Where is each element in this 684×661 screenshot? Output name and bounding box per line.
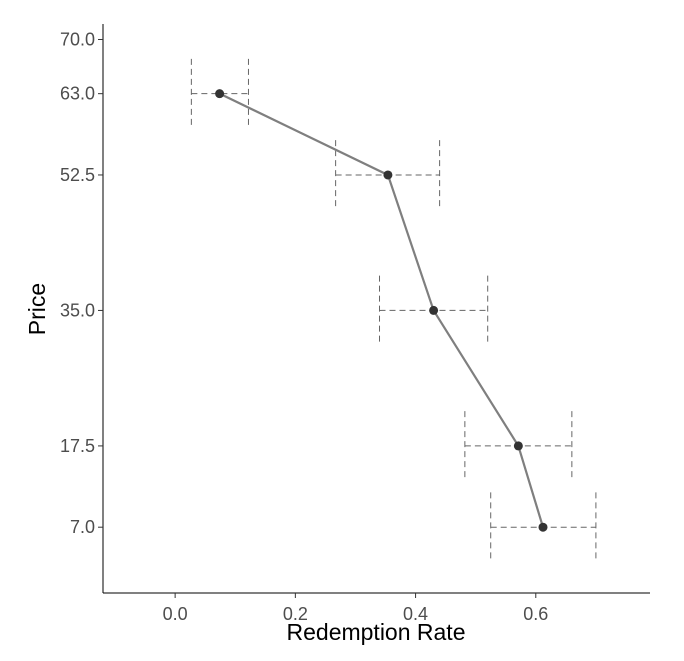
data-point [513,441,523,451]
y-tick-label: 17.5 [60,436,95,456]
x-tick-label: 0.0 [163,604,188,624]
x-tick-label: 0.4 [403,604,428,624]
x-tick-label: 0.2 [283,604,308,624]
data-point [538,522,548,532]
data-point [383,170,393,180]
data-point [429,305,439,315]
y-tick-label: 52.5 [60,165,95,185]
data-point [215,89,225,99]
x-tick-label: 0.6 [523,604,548,624]
axes [102,24,650,594]
x-axis-title: Redemption Rate [287,619,466,645]
y-tick-label: 35.0 [60,300,95,320]
y-tick-label: 63.0 [60,84,95,104]
data-points [215,89,548,532]
y-tick-label: 7.0 [70,517,95,537]
y-axis-title: Price [24,283,50,335]
y-axis-ticks: 7.0 17.5 35.0 52.5 63.0 70.0 [60,29,103,537]
error-bars [190,58,597,563]
x-axis-ticks: 0.0 0.2 0.4 0.6 [163,593,548,624]
y-tick-label: 70.0 [60,29,95,49]
